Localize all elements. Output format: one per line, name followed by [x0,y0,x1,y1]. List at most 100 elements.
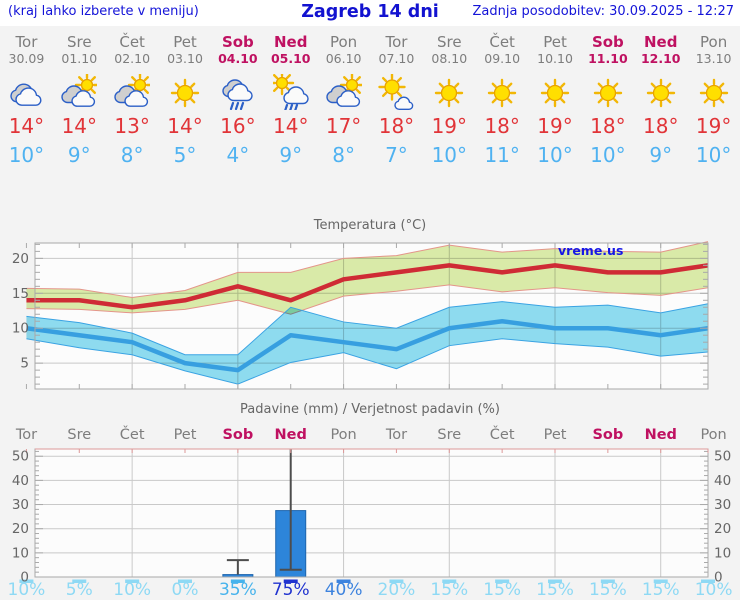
precip-day-label: Čet [489,427,515,443]
high-temp: 14° [61,114,98,138]
temperature-chart-title: Temperatura (°C) [313,218,427,233]
low-temp: 10° [695,143,732,167]
precip-day-label: Sre [67,427,92,443]
day-date: 30.09 [8,51,45,66]
day-column-sre-08.10[interactable]: Sre 08.10 19° 10° [423,26,476,176]
prob-tick [442,579,457,583]
prob-tick [178,579,192,583]
precip-y-tick-label-left: 10 [12,545,29,561]
low-temp: 10° [590,143,626,167]
precip-probability: 20% [377,580,416,600]
day-column-ned-12.10[interactable]: Ned 12.10 18° 9° [634,26,687,176]
precip-day-label: Tor [15,427,38,443]
prob-tick [19,579,34,583]
prob-tick [283,579,298,583]
day-date: 12.10 [640,51,681,66]
temp-y-tick-label: 15 [12,286,29,302]
high-temp: 14° [8,114,45,138]
precip-y-tick-label-left: 30 [12,497,29,513]
day-date: 07.10 [378,51,415,66]
day-column-tor-07.10[interactable]: Tor 07.10 18° 7° [370,26,423,176]
precip-probability: 15% [430,580,469,600]
prob-tick [336,579,351,583]
low-temp: 4° [226,143,250,167]
menu-hint-note: (kraj lahko izberete v meniju) [8,4,199,19]
day-column-sre-01.10[interactable]: Sre 01.10 14° 9° [53,26,106,176]
high-temp: 19° [537,114,573,138]
day-column-pet-10.10[interactable]: Pet 10.10 19° 10° [529,26,582,176]
day-column-čet-09.10[interactable]: Čet 09.10 18° 11° [476,26,529,176]
sunny-icon [699,78,728,108]
day-column-ned-05.10[interactable]: Ned 05.10 14° 9° [264,26,317,176]
precip-probability: 10% [7,580,46,600]
precip-day-label: Čet [119,427,145,443]
precipitation-chart: 0 0 10 10 20 20 30 30 40 40 50 50 [12,448,731,586]
low-temp: 9° [649,143,673,167]
precip-y-tick-label-left: 50 [12,449,29,465]
high-temp: 18° [378,114,415,138]
precip-probability: 10% [113,580,152,600]
precip-day-label: Ned [644,427,677,443]
watermark-link[interactable]: vreme.us [558,243,624,258]
day-name: Sob [221,33,254,51]
prob-tick [389,579,404,583]
temp-y-tick-label: 5 [20,356,29,372]
day-date: 10.10 [537,51,573,66]
precip-y-tick-label-left: 0 [20,570,29,586]
day-column-sob-11.10[interactable]: Sob 11.10 18° 10° [581,26,634,176]
day-column-pon-06.10[interactable]: Pon 06.10 17° 8° [317,26,370,176]
precip-probability: 35% [218,580,257,600]
day-column-pon-13.10[interactable]: Pon 13.10 19° 10° [687,26,740,176]
precip-probability: 15% [536,580,574,600]
day-name: Ned [273,33,308,51]
precip-day-label: Ned [274,427,307,443]
precip-probability: 75% [271,580,310,600]
temperature-chart: 5 10 15 20 [12,241,709,390]
precip-probability: 10% [694,580,733,600]
high-temp: 14° [167,114,203,138]
precip-day-label: Sre [437,427,462,443]
day-column-sob-04.10[interactable]: Sob 04.10 16° 4° [211,26,264,176]
precip-day-label: Tor [385,427,408,443]
precip-day-label: Pet [173,427,197,443]
low-temp: 11° [484,143,520,167]
day-date: 11.10 [588,51,628,66]
prob-tick [72,579,87,583]
low-temp: 9° [67,143,91,167]
day-date: 04.10 [218,51,258,66]
day-name: Pon [700,33,728,51]
day-name: Tor [385,33,408,51]
forecast-strip: Tor 30.09 14° 10° Sre 01.10 14° 9° Čet 02.10 13° 8°… [0,26,740,176]
last-update-text: Zadnja posodobitev: 30.09.2025 - 12:27 [472,4,734,19]
precip-probability: 15% [483,580,522,600]
precipitation-chart-title: Padavine (mm) / Verjetnost padavin (%) [240,402,500,417]
header: (kraj lahko izberete v meniju) Zagreb 14… [0,0,740,26]
precip-probability: 40% [324,580,363,600]
low-temp: 5° [173,143,197,167]
low-temp: 7° [385,143,408,167]
prob-tick [600,579,615,583]
day-column-pet-03.10[interactable]: Pet 03.10 14° 5° [159,26,212,176]
precip-y-tick-label-right: 50 [714,449,731,465]
high-temp: 18° [643,114,679,138]
day-date: 08.10 [431,51,468,66]
prob-tick [495,579,510,583]
precip-y-tick-label-right: 40 [714,473,731,489]
low-temp: 10° [8,143,45,167]
day-name: Ned [644,33,678,51]
day-column-tor-30.09[interactable]: Tor 30.09 14° 10° [0,26,53,176]
day-column-čet-02.10[interactable]: Čet 02.10 13° 8° [106,26,159,176]
high-temp: 18° [590,114,626,138]
day-date: 01.10 [61,51,98,66]
cloudy-icon [10,83,42,106]
high-temp: 19° [431,114,468,138]
sun-cloud-icon [61,74,98,107]
temp-y-tick-label: 10 [12,321,29,337]
precip-y-tick-label-right: 30 [714,497,731,513]
high-temp: 16° [220,114,256,138]
sunny-icon [435,78,464,108]
precip-day-labels: Tor Sre Čet Pet Sob Ned Pon Tor Sre Čet Pet Sob Ned P… [0,427,740,445]
day-name: Sob [591,33,624,51]
precip-day-label: Sob [592,427,624,443]
precip-day-label: Pon [330,427,357,443]
